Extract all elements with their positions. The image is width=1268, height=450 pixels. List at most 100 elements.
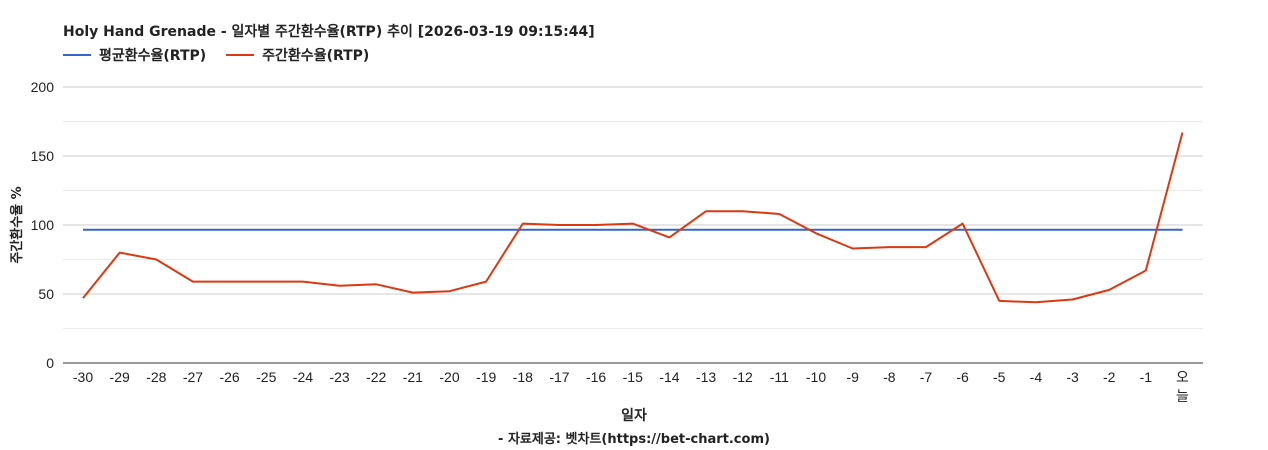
x-tick-label: -29	[110, 369, 130, 385]
weekly-rtp-point	[996, 298, 1002, 304]
weekly-rtp-point	[813, 230, 819, 236]
x-tick-label: -16	[586, 369, 606, 385]
weekly-rtp-point	[776, 211, 782, 217]
average-rtp-point	[630, 227, 636, 233]
y-axis-ticks: 0 50 100 150 200	[31, 79, 55, 371]
average-rtp-point	[337, 227, 343, 233]
x-tick-label: -1	[1140, 369, 1153, 385]
x-tick-label: -23	[329, 369, 349, 385]
x-tick-label: -12	[733, 369, 753, 385]
weekly-rtp-point	[593, 222, 599, 228]
average-rtp-point	[703, 227, 709, 233]
average-rtp-point	[80, 227, 86, 233]
x-tick-label: -28	[146, 369, 166, 385]
weekly-rtp-point	[520, 221, 526, 227]
weekly-rtp-point	[923, 244, 929, 250]
weekly-rtp-point	[373, 281, 379, 287]
x-axis-ticks: -30 -29 -28 -27 -26 -25 -24 -23 -22 -21 -20 -19 -18-…	[73, 369, 1189, 404]
weekly-rtp-point	[263, 279, 269, 285]
chart-legend: 평균환수율(RTP) 주간환수율(RTP)	[63, 45, 389, 65]
legend-item-average[interactable]: 평균환수율(RTP)	[63, 45, 206, 65]
weekly-rtp-point	[153, 257, 159, 263]
weekly-rtp-point	[1106, 287, 1112, 293]
series-lines	[80, 130, 1186, 305]
weekly-rtp-point	[447, 288, 453, 294]
y-tick-label: 200	[31, 79, 55, 95]
average-rtp-point	[263, 227, 269, 233]
x-tick-label: -17	[549, 369, 569, 385]
x-tick-label: -3	[1066, 369, 1079, 385]
legend-swatch-weekly	[226, 54, 255, 56]
average-rtp-point	[776, 227, 782, 233]
legend-item-weekly[interactable]: 주간환수율(RTP)	[226, 45, 369, 65]
weekly-rtp-point	[300, 279, 306, 285]
weekly-rtp-point	[227, 279, 233, 285]
weekly-rtp-point	[886, 244, 892, 250]
weekly-rtp-point	[703, 208, 709, 214]
weekly-rtp-point	[1180, 130, 1186, 136]
x-tick-label: -24	[293, 369, 313, 385]
y-tick-label: 50	[38, 286, 54, 302]
average-rtp-point	[923, 227, 929, 233]
legend-label-weekly: 주간환수율(RTP)	[262, 48, 370, 64]
weekly-rtp-point	[1070, 297, 1076, 303]
average-rtp-point	[996, 227, 1002, 233]
y-tick-label: 0	[46, 355, 54, 371]
average-rtp-point	[373, 227, 379, 233]
weekly-rtp-point	[410, 290, 416, 296]
x-tick-label: -22	[366, 369, 386, 385]
x-tick-label: -6	[956, 369, 969, 385]
weekly-rtp-point	[80, 295, 86, 301]
x-tick-char: 늘	[1176, 388, 1189, 404]
x-axis-title: 일자	[621, 408, 647, 424]
weekly-rtp-point	[483, 279, 489, 285]
x-tick-label: -11	[770, 369, 789, 385]
average-rtp-point	[1070, 227, 1076, 233]
average-rtp-point	[1106, 227, 1112, 233]
x-tick-label: -13	[696, 369, 716, 385]
gridlines	[63, 86, 1203, 329]
x-tick-label: -20	[439, 369, 459, 385]
x-tick-label: -4	[1030, 369, 1043, 385]
weekly-rtp-point	[1143, 268, 1149, 274]
average-rtp-point	[153, 227, 159, 233]
x-tick-label: -25	[256, 369, 276, 385]
weekly-rtp-line	[82, 132, 1184, 304]
x-tick-label: -27	[183, 369, 203, 385]
x-tick-label: -30	[73, 369, 93, 385]
weekly-rtp-point	[337, 283, 343, 289]
average-rtp-point	[1033, 227, 1039, 233]
weekly-rtp-point	[190, 279, 196, 285]
average-rtp-point	[227, 227, 233, 233]
weekly-rtp-point	[850, 245, 856, 251]
average-rtp-point	[190, 227, 196, 233]
x-tick-label: -7	[920, 369, 933, 385]
chart-title: Holy Hand Grenade - 일자별 주간환수율(RTP) 추이 [2…	[63, 24, 595, 40]
legend-label-average: 평균환수율(RTP)	[99, 48, 207, 64]
x-tick-label: -18	[513, 369, 533, 385]
x-tick-label: -21	[403, 369, 423, 385]
average-rtp-point	[483, 227, 489, 233]
weekly-rtp-point	[556, 222, 562, 228]
average-rtp-point	[1143, 227, 1149, 233]
average-rtp-point	[850, 227, 856, 233]
legend-swatch-average	[63, 54, 91, 56]
weekly-rtp-point	[666, 234, 672, 240]
y-tick-label: 100	[31, 217, 55, 233]
source-credit: - 자료제공: 벳차트(https://bet-chart.com)	[498, 432, 770, 447]
x-tick-label: -8	[883, 369, 896, 385]
x-tick-label: -15	[623, 369, 643, 385]
weekly-rtp-point	[1033, 299, 1039, 305]
x-tick-label: -26	[219, 369, 239, 385]
x-tick-label: -2	[1103, 369, 1116, 385]
x-tick-label: -10	[806, 369, 826, 385]
weekly-rtp-point	[117, 250, 123, 256]
average-rtp-point	[447, 227, 453, 233]
x-tick-label: -5	[993, 369, 1006, 385]
x-tick-label: -19	[476, 369, 496, 385]
weekly-rtp-point	[960, 221, 966, 227]
average-rtp-point	[117, 227, 123, 233]
x-tick-label: 오늘	[1176, 369, 1189, 404]
average-rtp-point	[410, 227, 416, 233]
